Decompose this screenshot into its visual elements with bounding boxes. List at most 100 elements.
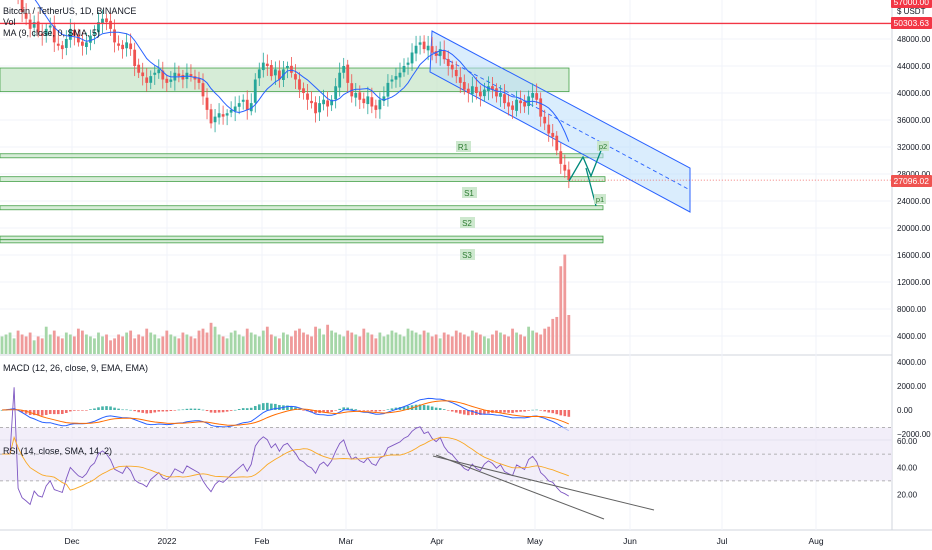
volume-bar: [374, 338, 378, 354]
candle-body: [197, 78, 201, 83]
volume-bar: [52, 330, 56, 354]
volume-bar: [354, 334, 358, 354]
macd-histogram-bar: [322, 410, 325, 413]
volume-bar: [326, 324, 330, 354]
macd-histogram-bar: [52, 410, 56, 415]
candle-body: [205, 97, 209, 110]
volume-bar: [454, 330, 458, 354]
volume-bar: [282, 332, 285, 354]
macd-histogram-bar: [89, 409, 92, 410]
macd-line: [1, 397, 570, 432]
macd-histogram-bar: [153, 410, 157, 413]
macd-histogram-bar: [173, 410, 177, 411]
candle-body: [153, 72, 157, 75]
macd-histogram-bar: [294, 407, 297, 410]
descending-channel[interactable]: [429, 30, 691, 213]
candle-body: [209, 109, 213, 124]
volume-bar: [402, 336, 406, 354]
candle-body: [314, 102, 317, 114]
candle-body: [129, 43, 133, 50]
candle-body: [105, 18, 108, 23]
ma-label: MA (9, close, 0, SMA, 5): [3, 28, 101, 38]
macd-histogram-bar: [338, 408, 341, 410]
volume-bar: [450, 336, 454, 354]
zone-label-box: [456, 141, 471, 152]
macd-histogram-bar: [310, 410, 313, 413]
candle-body: [229, 109, 233, 113]
macd-histogram-bar: [426, 405, 430, 410]
candle-body: [483, 89, 486, 97]
candle-body: [181, 74, 185, 80]
rsi-tick-label: 20.00: [897, 490, 918, 499]
macd-histogram-bar: [519, 410, 522, 412]
candle-body: [48, 25, 52, 28]
candle-body: [217, 113, 221, 118]
macd-histogram-bar: [201, 409, 205, 411]
projection-label: p1: [596, 195, 604, 204]
volume-bar: [249, 332, 253, 354]
macd-histogram-bar: [253, 406, 257, 410]
macd-histogram-bar: [402, 406, 406, 410]
volume-bar: [97, 332, 100, 354]
candle-body: [338, 72, 342, 88]
macd-histogram-bar: [229, 410, 233, 411]
macd-histogram-bar: [354, 409, 358, 410]
macd-histogram-bar: [181, 409, 185, 411]
candle-body: [261, 62, 265, 71]
volume-bar: [394, 332, 398, 354]
rsi-pane: [0, 387, 892, 520]
time-tick-label: Mar: [339, 536, 354, 546]
volume-bar: [56, 336, 60, 354]
volume-bar: [507, 336, 510, 354]
candle-body: [398, 72, 402, 78]
rsi-trendline: [432, 455, 655, 511]
volume-bar: [410, 330, 414, 354]
candle-body: [290, 65, 293, 73]
macd-histogram-bar: [36, 410, 40, 416]
candle-body: [68, 28, 72, 40]
macd-histogram-bar: [507, 410, 510, 413]
macd-histogram-bar: [61, 410, 64, 415]
candle-body: [346, 64, 350, 83]
volume-bar: [350, 332, 354, 354]
candle-body: [294, 74, 297, 80]
channel-band: [429, 30, 691, 213]
candle-body: [503, 94, 506, 104]
volume-bar: [378, 332, 382, 354]
candle-body: [32, 22, 36, 28]
volume-bar: [8, 332, 12, 354]
price-tick-label: 4000.00: [897, 332, 926, 341]
macd-histogram-bar: [145, 410, 149, 414]
candle-body: [426, 45, 430, 51]
macd-histogram-bar: [93, 408, 96, 410]
macd-histogram-bar: [330, 410, 333, 412]
volume-bar: [165, 330, 169, 354]
candle-body: [390, 79, 394, 82]
macd-histogram-bar: [157, 410, 161, 412]
macd-histogram-bar: [121, 409, 124, 411]
candle-body: [60, 45, 64, 50]
volume-bar: [181, 332, 185, 354]
top-price-tag: 57000.00: [890, 0, 932, 8]
price-tick-label: 12000.00: [897, 278, 931, 287]
price-tick-label: 8000.00: [897, 305, 926, 314]
macd-histogram-bar: [137, 410, 140, 413]
candle-body: [326, 100, 330, 107]
overlays: p2 p1: [0, 0, 892, 207]
macd-histogram-bar: [109, 406, 112, 410]
macd-histogram-bar: [479, 410, 482, 415]
candle-body: [515, 99, 518, 111]
volume-bar: [48, 334, 52, 354]
candle-body: [201, 83, 205, 97]
time-tick-label: Jun: [623, 536, 637, 546]
volume-bar: [4, 334, 8, 354]
macd-histogram-bar: [44, 410, 48, 415]
volume-bar: [462, 334, 466, 354]
macd-histogram-bar: [463, 410, 466, 415]
macd-histogram-bar: [125, 409, 128, 411]
volume-bar: [390, 330, 394, 354]
candle-body: [547, 124, 551, 134]
volume-bar: [60, 338, 64, 354]
macd-histogram-bar: [73, 410, 76, 411]
